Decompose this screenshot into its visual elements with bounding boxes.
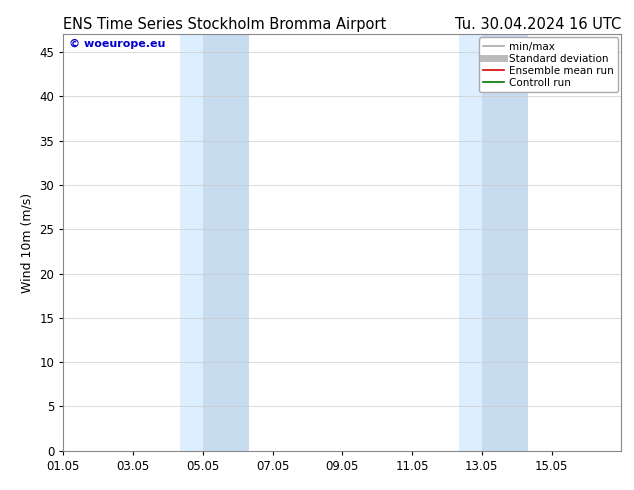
- Bar: [482, 34, 528, 451]
- Y-axis label: Wind 10m (m/s): Wind 10m (m/s): [21, 193, 34, 293]
- Bar: [179, 34, 203, 451]
- Text: © woeurope.eu: © woeurope.eu: [69, 38, 165, 49]
- Legend: min/max, Standard deviation, Ensemble mean run, Controll run: min/max, Standard deviation, Ensemble me…: [479, 37, 618, 92]
- Text: ENS Time Series Stockholm Bromma Airport: ENS Time Series Stockholm Bromma Airport: [63, 17, 387, 32]
- Bar: [458, 34, 482, 451]
- Bar: [203, 34, 249, 451]
- Text: Tu. 30.04.2024 16 UTC: Tu. 30.04.2024 16 UTC: [455, 17, 621, 32]
